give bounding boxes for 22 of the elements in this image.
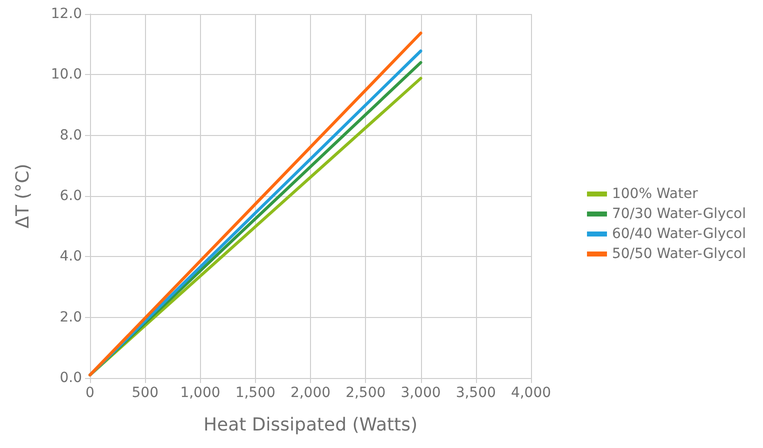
x-tick-label: 2,500 xyxy=(346,385,386,401)
x-tick-label: 3,500 xyxy=(456,385,496,401)
legend-label: 100% Water xyxy=(612,186,698,202)
y-tick-label: 10.0 xyxy=(50,66,82,83)
legend-label: 60/40 Water-Glycol xyxy=(612,226,746,242)
y-tick-label: 12.0 xyxy=(50,6,82,22)
x-tick-label: 500 xyxy=(132,385,158,401)
x-tick-label: 0 xyxy=(86,385,94,401)
y-tick-label: 6.0 xyxy=(60,188,82,204)
y-tick-label: 8.0 xyxy=(60,127,82,144)
y-tick-label: 4.0 xyxy=(60,248,82,265)
x-tick-label: 1,500 xyxy=(235,385,276,401)
x-tick-label: 4,000 xyxy=(510,385,552,401)
x-tick-label: 2,000 xyxy=(290,385,331,401)
x-tick-label: 1,000 xyxy=(180,385,220,401)
legend-label: 50/50 Water-Glycol xyxy=(612,246,746,262)
y-tick-label: 2.0 xyxy=(60,309,82,326)
y-axis-title: ΔT (°C) xyxy=(12,164,34,228)
x-tick-label: 3,000 xyxy=(400,385,441,401)
y-tick-label: 0.0 xyxy=(60,370,82,386)
legend-label: 70/30 Water-Glycol xyxy=(612,206,746,222)
x-axis-title: Heat Dissipated (Watts) xyxy=(204,414,418,436)
